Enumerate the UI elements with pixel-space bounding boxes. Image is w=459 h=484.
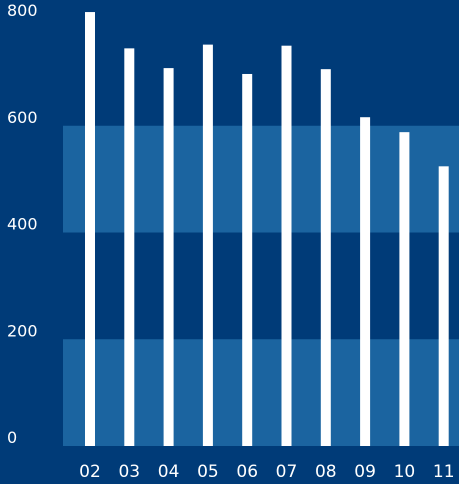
bar xyxy=(242,73,253,446)
bar xyxy=(281,45,292,446)
bar xyxy=(320,69,331,447)
bar xyxy=(124,48,135,446)
x-tick-label: 09 xyxy=(354,462,376,482)
bar xyxy=(163,68,174,446)
x-tick-label: 07 xyxy=(276,462,298,482)
bar xyxy=(360,117,371,447)
x-tick-label: 10 xyxy=(394,462,416,482)
y-tick-label: 400 xyxy=(7,215,38,234)
y-tick-label: 0 xyxy=(7,428,17,447)
bar xyxy=(399,132,410,446)
x-tick-label: 02 xyxy=(79,462,101,482)
bar xyxy=(85,12,95,447)
x-tick-label: 04 xyxy=(158,462,180,482)
x-tick-label: 06 xyxy=(236,462,258,482)
x-tick-label: 05 xyxy=(197,462,219,482)
y-tick-label: 800 xyxy=(7,1,38,20)
x-tick-label: 03 xyxy=(118,462,140,482)
bar xyxy=(202,44,213,447)
y-tick-label: 600 xyxy=(7,108,38,127)
bar xyxy=(438,166,449,446)
y-axis: 0 200 400 600 800 xyxy=(7,1,38,447)
x-axis: 02 03 04 05 06 07 08 09 10 11 xyxy=(79,462,454,482)
x-tick-label: 11 xyxy=(433,462,455,482)
bar-series xyxy=(85,12,449,447)
x-tick-label: 08 xyxy=(315,462,337,482)
y-tick-label: 200 xyxy=(7,321,38,340)
